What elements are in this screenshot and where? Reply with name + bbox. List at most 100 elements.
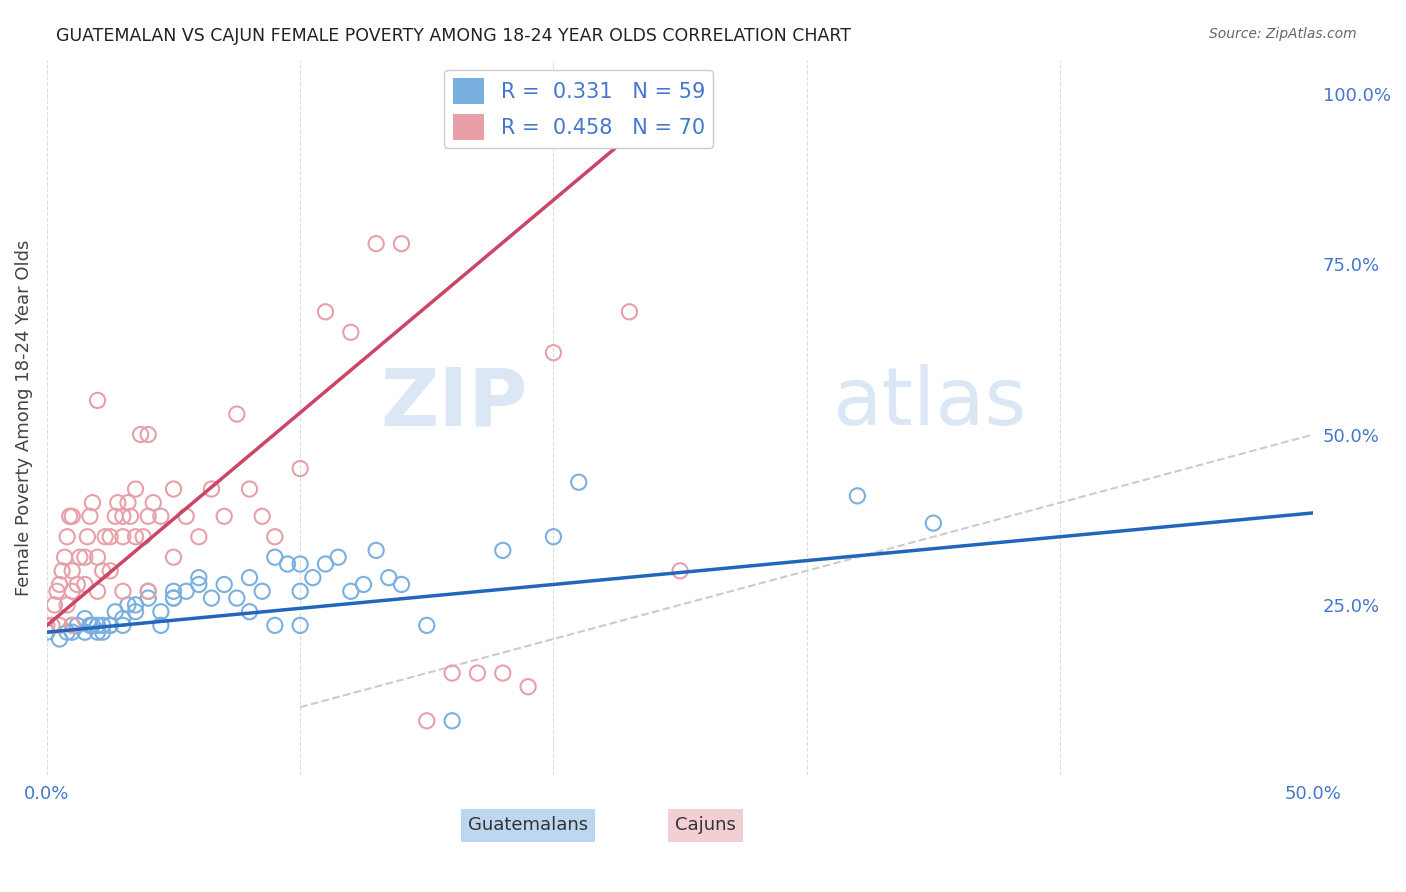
- Point: [60, 584, 83, 599]
- Text: Cajuns: Cajuns: [675, 816, 735, 834]
- Point: [79, 509, 101, 524]
- Point: [73, 550, 96, 565]
- Point: [467, 666, 489, 681]
- Point: [238, 571, 260, 585]
- Point: [98, 618, 121, 632]
- Text: Guatemalans: Guatemalans: [468, 816, 588, 834]
- Point: [48, 632, 70, 646]
- Point: [238, 482, 260, 496]
- Point: [250, 584, 273, 599]
- Point: [328, 550, 350, 565]
- Point: [120, 509, 142, 524]
- Point: [340, 325, 363, 339]
- Point: [187, 530, 209, 544]
- Point: [619, 305, 641, 319]
- Point: [59, 509, 82, 524]
- Point: [543, 345, 565, 359]
- Point: [111, 530, 134, 544]
- Point: [86, 393, 108, 408]
- Text: GUATEMALAN VS CAJUN FEMALE POVERTY AMONG 18-24 YEAR OLDS CORRELATION CHART: GUATEMALAN VS CAJUN FEMALE POVERTY AMONG…: [56, 27, 851, 45]
- Point: [149, 605, 172, 619]
- Point: [35, 625, 58, 640]
- Point: [669, 564, 692, 578]
- Point: [162, 550, 184, 565]
- Point: [366, 236, 388, 251]
- Y-axis label: Female Poverty Among 18-24 Year Olds: Female Poverty Among 18-24 Year Olds: [15, 239, 32, 596]
- Point: [441, 666, 464, 681]
- Point: [117, 598, 139, 612]
- Point: [366, 543, 388, 558]
- Point: [263, 618, 285, 632]
- Point: [98, 530, 121, 544]
- Point: [82, 496, 104, 510]
- Point: [136, 427, 159, 442]
- Point: [104, 509, 127, 524]
- Point: [60, 625, 83, 640]
- Point: [162, 482, 184, 496]
- Point: [288, 618, 311, 632]
- Point: [82, 618, 104, 632]
- Point: [353, 577, 375, 591]
- Point: [73, 625, 96, 640]
- Point: [492, 666, 515, 681]
- Point: [60, 509, 83, 524]
- Point: [441, 714, 464, 728]
- Point: [162, 591, 184, 606]
- Point: [56, 598, 79, 612]
- Point: [142, 496, 165, 510]
- Text: ZIP: ZIP: [381, 364, 529, 442]
- Point: [593, 120, 616, 135]
- Point: [124, 605, 146, 619]
- Point: [60, 564, 83, 578]
- Point: [79, 618, 101, 632]
- Point: [86, 550, 108, 565]
- Point: [212, 509, 235, 524]
- Point: [48, 577, 70, 591]
- Point: [200, 591, 222, 606]
- Point: [136, 584, 159, 599]
- Point: [187, 577, 209, 591]
- Point: [91, 625, 114, 640]
- Point: [149, 618, 172, 632]
- Point: [250, 509, 273, 524]
- Point: [41, 618, 63, 632]
- Point: [315, 305, 337, 319]
- Point: [391, 577, 413, 591]
- Point: [263, 550, 285, 565]
- Point: [517, 680, 540, 694]
- Point: [35, 618, 58, 632]
- Point: [107, 496, 129, 510]
- Point: [162, 584, 184, 599]
- Point: [76, 530, 98, 544]
- Point: [117, 496, 139, 510]
- Point: [492, 543, 515, 558]
- Point: [263, 530, 285, 544]
- Text: Source: ZipAtlas.com: Source: ZipAtlas.com: [1209, 27, 1357, 41]
- Point: [136, 584, 159, 599]
- Point: [86, 618, 108, 632]
- Point: [111, 611, 134, 625]
- Point: [98, 618, 121, 632]
- Point: [51, 564, 73, 578]
- Point: [162, 591, 184, 606]
- Point: [846, 489, 869, 503]
- Point: [315, 557, 337, 571]
- Point: [56, 625, 79, 640]
- Point: [149, 509, 172, 524]
- Point: [66, 618, 89, 632]
- Point: [53, 550, 76, 565]
- Point: [94, 530, 117, 544]
- Point: [44, 598, 66, 612]
- Point: [922, 516, 945, 530]
- Point: [91, 564, 114, 578]
- Point: [124, 482, 146, 496]
- Point: [124, 530, 146, 544]
- Point: [288, 584, 311, 599]
- Point: [111, 584, 134, 599]
- Point: [86, 584, 108, 599]
- Point: [73, 577, 96, 591]
- Point: [56, 530, 79, 544]
- Point: [91, 618, 114, 632]
- Point: [69, 550, 91, 565]
- Point: [416, 714, 439, 728]
